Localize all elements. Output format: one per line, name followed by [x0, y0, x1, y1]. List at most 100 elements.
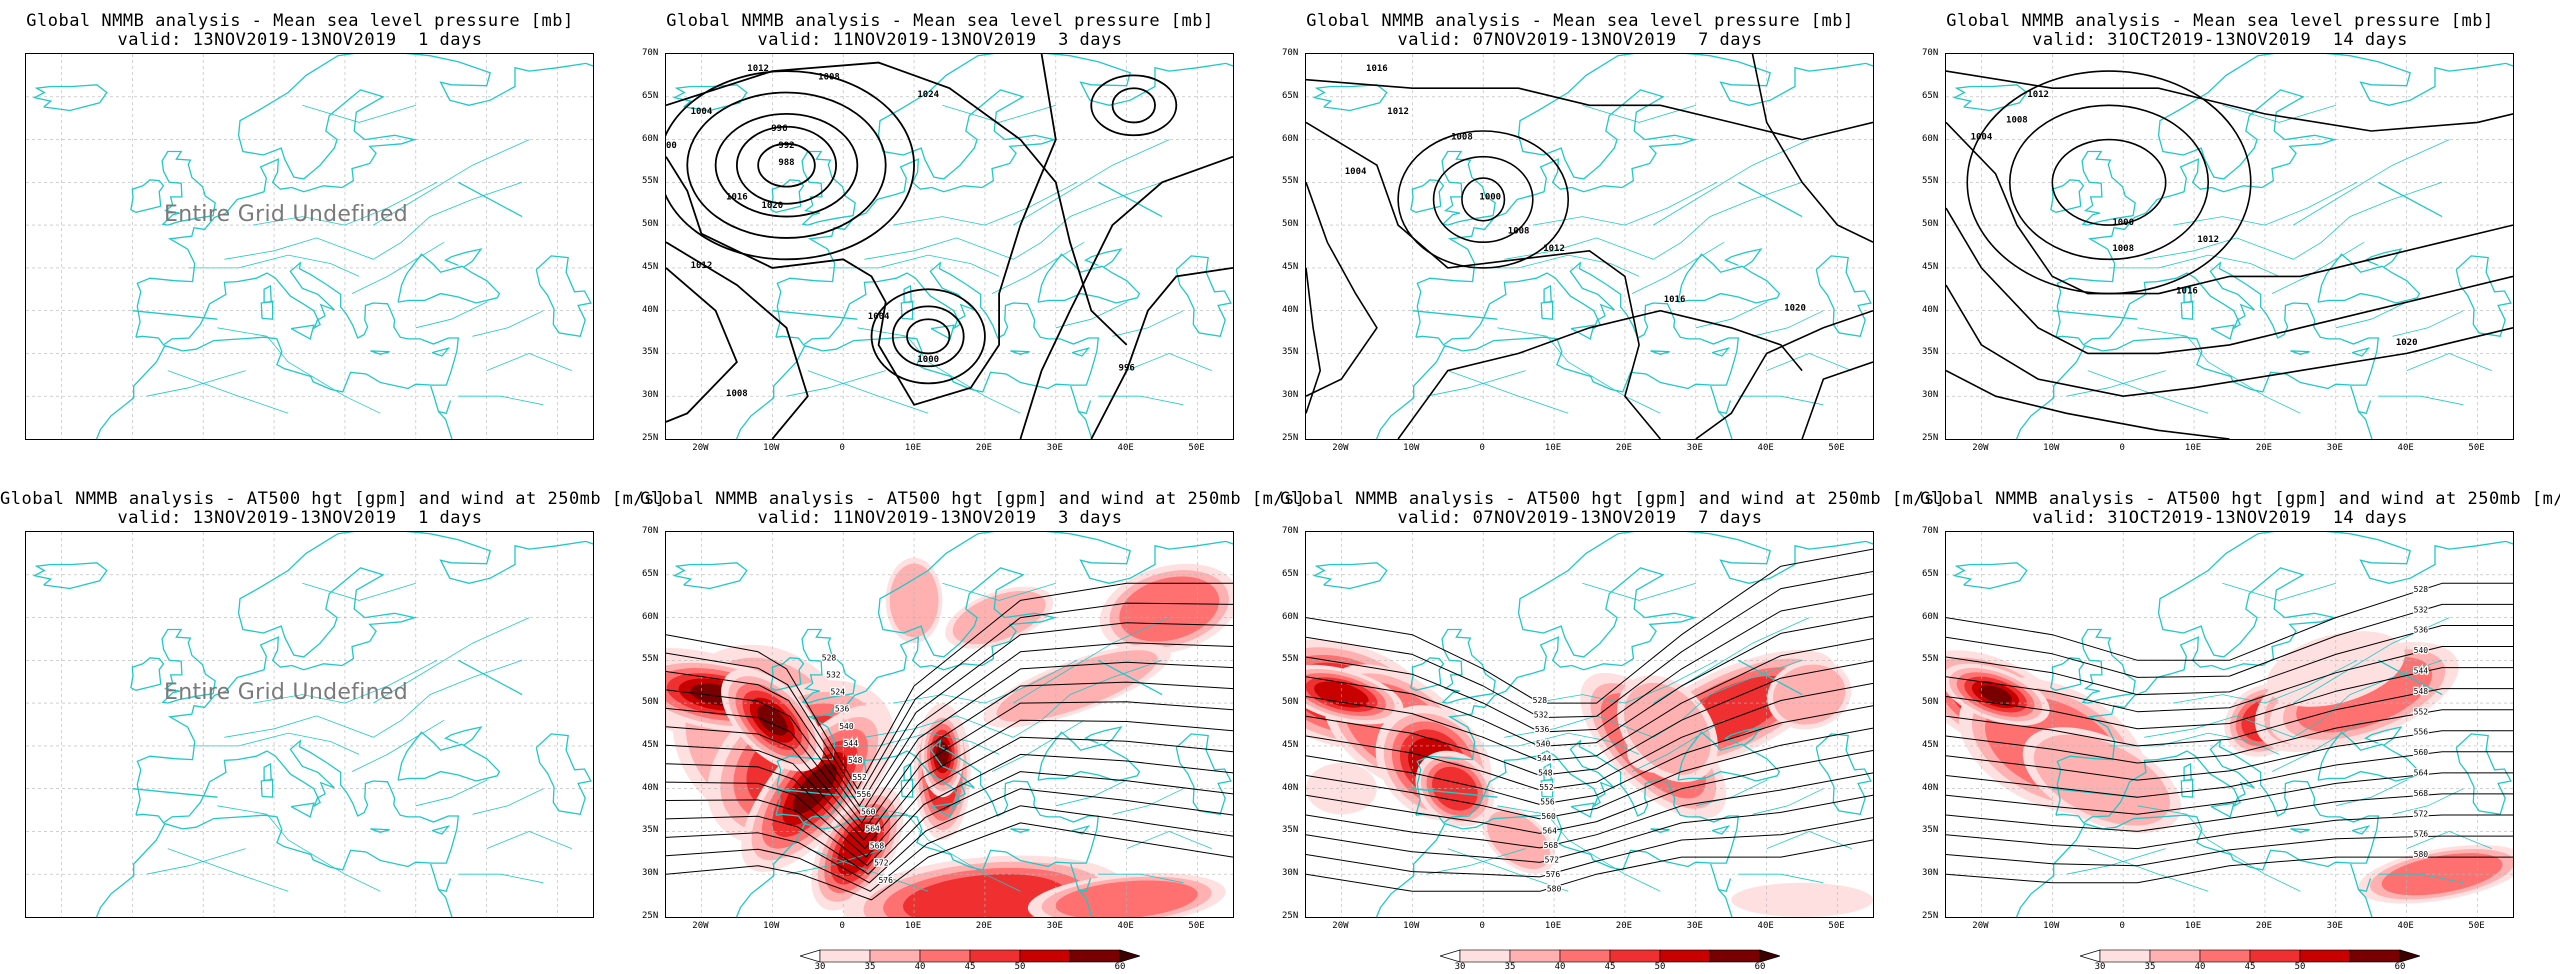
latitude-tick-label: 30N [1922, 868, 1939, 879]
map-frame: 528 532 536 540 544 548 552 556 560 564 568 572 576 5… [1305, 531, 1874, 918]
country-border [2335, 301, 2407, 329]
mslp-contours: 1012 1008 1004 1000 1008 1012 1016 1020 [1946, 70, 2513, 439]
coastline [1677, 253, 1781, 304]
height-label: 572 [1545, 855, 1560, 864]
height-contour [666, 771, 1233, 875]
z500-contours: 528 532 536 540 544 548 552 556 560 564 568 572 576 5… [1946, 582, 2513, 884]
map-canvas: 1016 1012 1008 1004 1000 1008 1012 1016 1020 [1306, 54, 1873, 439]
latitude-tick-label: 50N [1922, 697, 1939, 708]
longitude-tick-label: 20E [2255, 443, 2273, 453]
coastline [672, 562, 748, 590]
coastline [1711, 825, 1731, 835]
height-label: 580 [2414, 850, 2429, 859]
map-panel-p24: Global NMMB analysis - AT500 hgt [gpm] a… [1920, 483, 2560, 973]
isobar-label: 996 [1119, 364, 1135, 374]
coastline [1410, 657, 1445, 691]
country-border [2087, 848, 2209, 892]
undefined-grid-message: Entire Grid Undefined [164, 202, 408, 227]
country-border [829, 254, 1000, 277]
latitude-tick-label: 35N [642, 347, 659, 358]
height-contour [1306, 615, 1873, 747]
isobar-label: 1020 [761, 201, 783, 211]
coastline [930, 324, 955, 340]
height-contour [666, 642, 1233, 815]
isobar [2008, 104, 2210, 261]
height-label: 536 [2414, 626, 2429, 635]
isobar [666, 70, 915, 261]
isobar-label: 1012 [1387, 107, 1409, 117]
undefined-grid-message: Entire Grid Undefined [164, 680, 408, 705]
coastline [2364, 726, 2403, 746]
coastline [2358, 878, 2372, 893]
height-contour [1306, 571, 1873, 719]
panel-valid-period: valid: 13NOV2019-13NOV2019 1 days [117, 30, 483, 50]
latitude-tick-label: 70N [642, 48, 659, 58]
isobar [1946, 284, 2513, 398]
wind-shade-level [2266, 631, 2405, 707]
panel-title: Global NMMB analysis - AT500 hgt [gpm] a… [0, 490, 665, 528]
wind-shade-level [1119, 576, 1220, 642]
coastline [1070, 863, 1093, 917]
map-panel-p12: Global NMMB analysis - Mean sea level pr… [640, 5, 1240, 465]
latitude-tick-label: 35N [1922, 347, 1939, 358]
map-panel-p22: Global NMMB analysis - AT500 hgt [gpm] a… [640, 483, 1305, 973]
longitude-tick-label: 10E [904, 443, 922, 453]
latitude-tick-label: 60N [1282, 133, 1299, 144]
colorbar-low-arrow [1438, 949, 1461, 963]
country-border [146, 370, 246, 397]
coastline [535, 255, 592, 338]
latitude-tick-label: 45N [1922, 739, 1939, 750]
isobar-label: 1024 [917, 90, 939, 100]
longitude-tick-label: 20W [692, 443, 709, 453]
coastline [1097, 659, 1163, 696]
longitude-tick-label: 0 [2119, 443, 2125, 453]
latitude-tick-label: 50N [1282, 697, 1299, 708]
longitude-tick-label: 30E [2326, 921, 2343, 931]
longitude-tick-label: 50E [2468, 921, 2485, 931]
height-contour [1306, 794, 1873, 863]
latitude-tick-label: 40N [1282, 304, 1299, 315]
isobar [891, 305, 965, 368]
height-contour [1946, 582, 2513, 661]
latitude-tick-label: 35N [1282, 347, 1299, 358]
latitude-tick-label: 25N [1922, 433, 1939, 443]
coastline [1415, 532, 1703, 816]
country-border [864, 181, 1163, 260]
height-label: 548 [1538, 769, 1553, 778]
height-contour [1946, 625, 2513, 696]
isobar [1090, 74, 1178, 137]
wind-colorbar: 30 35 40 45 50 60 [798, 948, 1142, 974]
coastline [1441, 628, 1496, 704]
country-border [1752, 788, 1824, 815]
isobar [1090, 267, 1233, 439]
height-contour [1306, 638, 1873, 762]
coastline [1711, 347, 1731, 357]
country-border [991, 241, 1085, 294]
colorbar-swatch [2349, 949, 2401, 963]
colorbar-level-label: 45 [2244, 962, 2256, 972]
isobar-label: 1008 [1451, 133, 1473, 143]
latitude-tick-label: 60N [1922, 133, 1939, 144]
longitude-tick-label: 0 [1479, 921, 1485, 931]
coastline [900, 300, 914, 320]
coastline [1078, 878, 1092, 893]
country-border [2335, 779, 2407, 807]
wind-shade-level [1432, 766, 1478, 811]
coastline [1078, 400, 1092, 415]
height-label: 528 [822, 653, 837, 662]
latitude-tick-label: 40N [1922, 782, 1939, 793]
longitude-tick-label: 50E [1188, 443, 1205, 453]
height-label: 552 [852, 773, 867, 782]
longitude-tick-label: 10W [763, 921, 780, 931]
map-panel-p13: Global NMMB analysis - Mean sea level pr… [1280, 5, 1880, 465]
isobar [714, 112, 859, 218]
country-border [486, 352, 572, 371]
country-border [2172, 181, 2358, 226]
country-border [2172, 659, 2358, 704]
map-canvas [26, 532, 593, 917]
latitude-tick-label: 45N [1922, 261, 1939, 272]
country-border [807, 370, 929, 414]
height-contour [1946, 688, 2513, 747]
isobar [2051, 138, 2167, 226]
coastline [2052, 310, 2138, 320]
